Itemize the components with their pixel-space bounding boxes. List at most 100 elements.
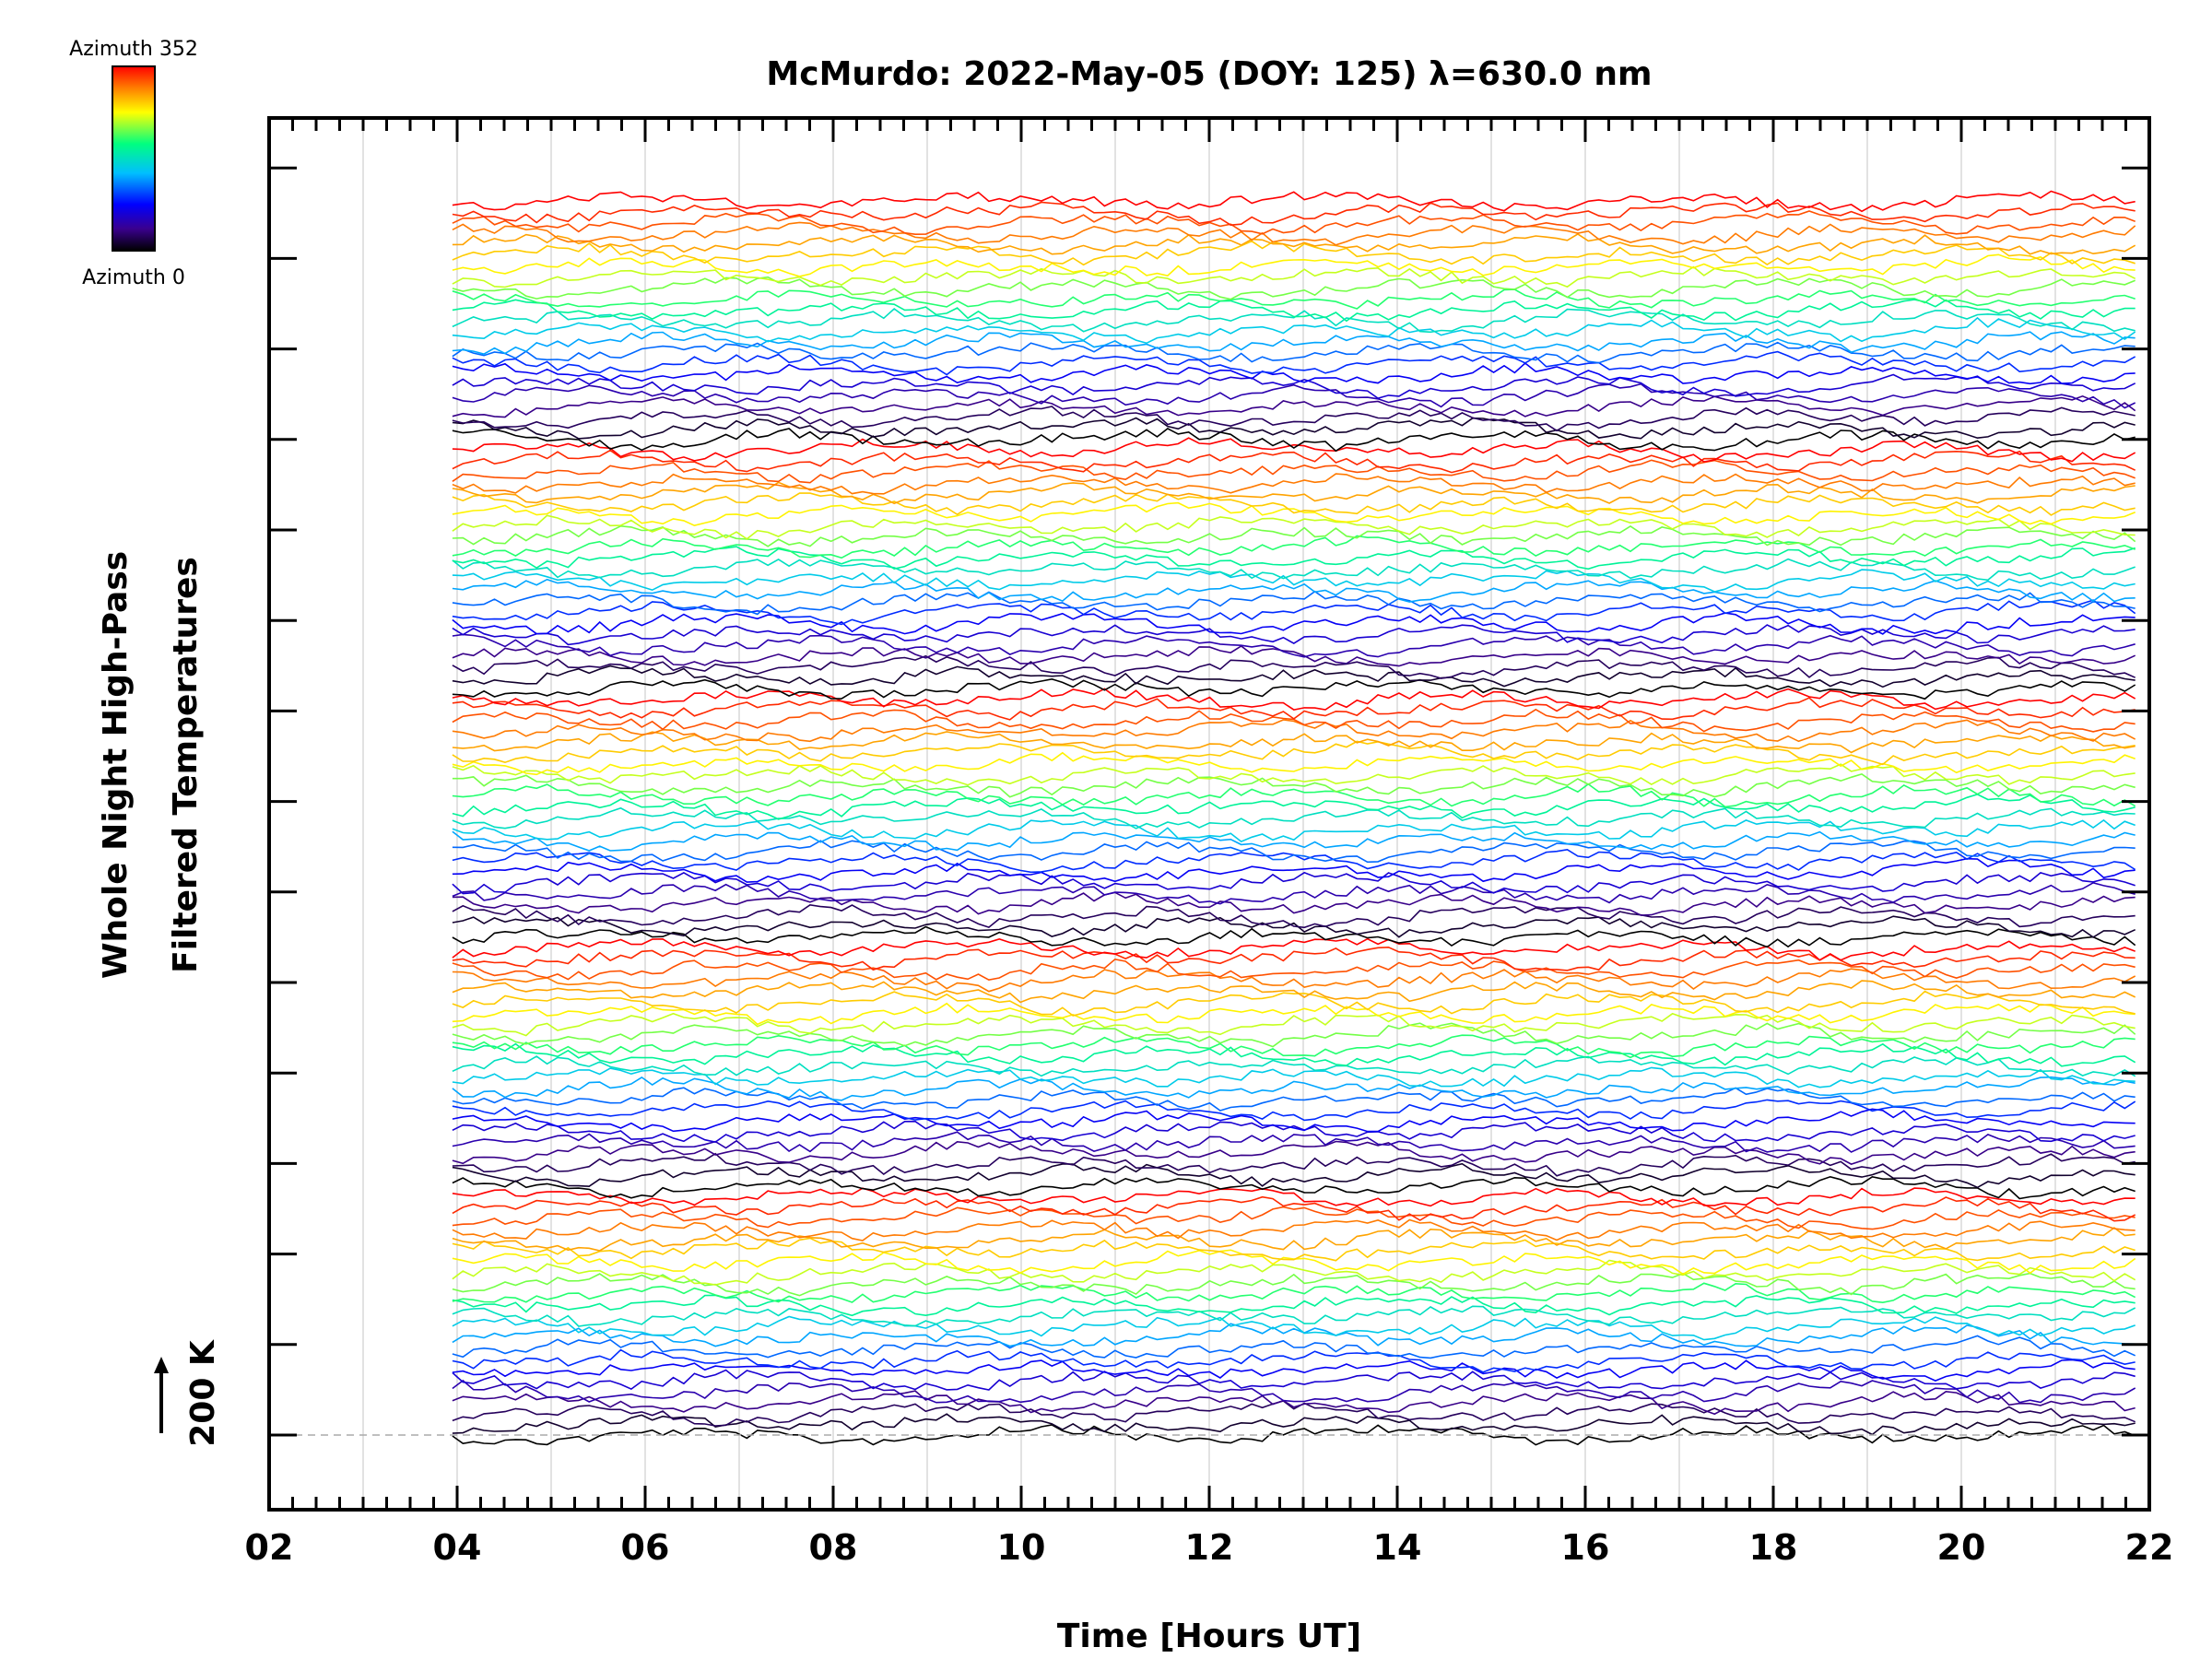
series-trace [452,806,2136,830]
x-tick-label: 18 [1749,1527,1798,1568]
series-trace [452,210,2136,236]
colorbar-bottom-label: Azimuth 0 [82,266,185,289]
series-trace [452,751,2136,776]
series-trace [452,1162,2136,1189]
series-trace [452,201,2136,227]
series-trace [452,240,2136,266]
series-trace [452,1369,2136,1391]
series-trace [452,316,2136,345]
series-trace [452,221,2136,246]
series-trace [452,558,2136,582]
series-trace [452,524,2136,547]
series-trace [452,1259,2136,1286]
series-trace [452,265,2136,288]
series-trace [452,946,2136,971]
x-tick-label: 04 [433,1527,482,1568]
series-trace [452,1042,2136,1067]
series-trace [452,915,2136,938]
series-trace [452,1237,2136,1262]
series-trace [452,253,2136,277]
series-trace [452,492,2136,516]
series-trace [452,307,2136,334]
series-trace [452,437,2136,463]
series-trace [452,514,2136,540]
x-axis-label: Time [Hours UT] [1057,1618,1361,1655]
series-trace [452,763,2136,786]
series-trace [452,1424,2136,1446]
series-trace [452,578,2136,603]
series-trace [452,299,2136,323]
series-trace [452,1323,2136,1347]
series-trace [452,782,2136,808]
series-trace [452,1249,2136,1276]
series-trace [452,697,2136,721]
series-trace [452,1187,2136,1207]
series-trace [452,1218,2136,1241]
series-trace [452,288,2136,310]
series-trace [452,1227,2136,1252]
x-tick-label: 10 [997,1527,1046,1568]
colorbar-top-label: Azimuth 352 [69,38,198,61]
x-tick-label: 08 [809,1527,858,1568]
series-trace [452,417,2136,440]
series-trace [452,406,2136,432]
series-trace [452,633,2136,658]
x-tick-label: 22 [2125,1527,2174,1568]
series-trace [452,1131,2136,1153]
series-trace [452,925,2136,948]
series-trace [452,394,2136,418]
series-trace [452,569,2136,593]
series-trace [452,968,2136,993]
series-trace [452,1140,2136,1165]
series-trace [452,1315,2136,1341]
series-trace [452,382,2136,409]
series-trace [452,481,2136,505]
series-trace [452,1282,2136,1304]
series-trace [452,654,2136,679]
series-trace [452,688,2136,711]
series-trace [452,857,2136,883]
scale-label: 200 K [184,1339,222,1447]
series-trace [452,276,2136,300]
axis-ticks [267,118,2151,1510]
x-tick-label: 02 [245,1527,294,1568]
colorbar [112,65,156,252]
x-tick-label: 12 [1185,1527,1234,1568]
series-trace [452,1120,2136,1143]
series-trace [452,1055,2136,1077]
series-trace [452,980,2136,1004]
series-trace [452,665,2136,688]
series-trace [452,190,2136,213]
series-trace [452,473,2136,495]
series-trace [452,1359,2136,1382]
series-trace [452,428,2136,453]
series-trace [452,1066,2136,1088]
series-trace [452,1413,2136,1436]
series-trace [452,331,2136,355]
series-trace [452,361,2136,385]
series-trace [452,794,2136,820]
series-trace [452,958,2136,982]
series-trace [452,830,2136,852]
series-trace [452,449,2136,474]
series-trace [452,891,2136,916]
series-traces [452,190,2136,1446]
x-tick-label: 16 [1561,1527,1610,1568]
x-tick-label: 14 [1373,1527,1422,1568]
series-trace [452,459,2136,484]
series-trace [452,937,2136,961]
series-trace [452,1022,2136,1048]
series-trace [452,1335,2136,1359]
series-trace [452,341,2136,364]
series-trace [452,1099,2136,1122]
series-trace [452,1076,2136,1101]
series-trace [452,1294,2136,1317]
series-trace [452,535,2136,559]
scale-indicator: 200 K [154,1339,222,1447]
series-trace [452,1002,2136,1026]
series-trace [452,1195,2136,1222]
series-trace [452,1390,2136,1416]
series-trace [452,590,2136,616]
series-trace [452,1175,2136,1200]
